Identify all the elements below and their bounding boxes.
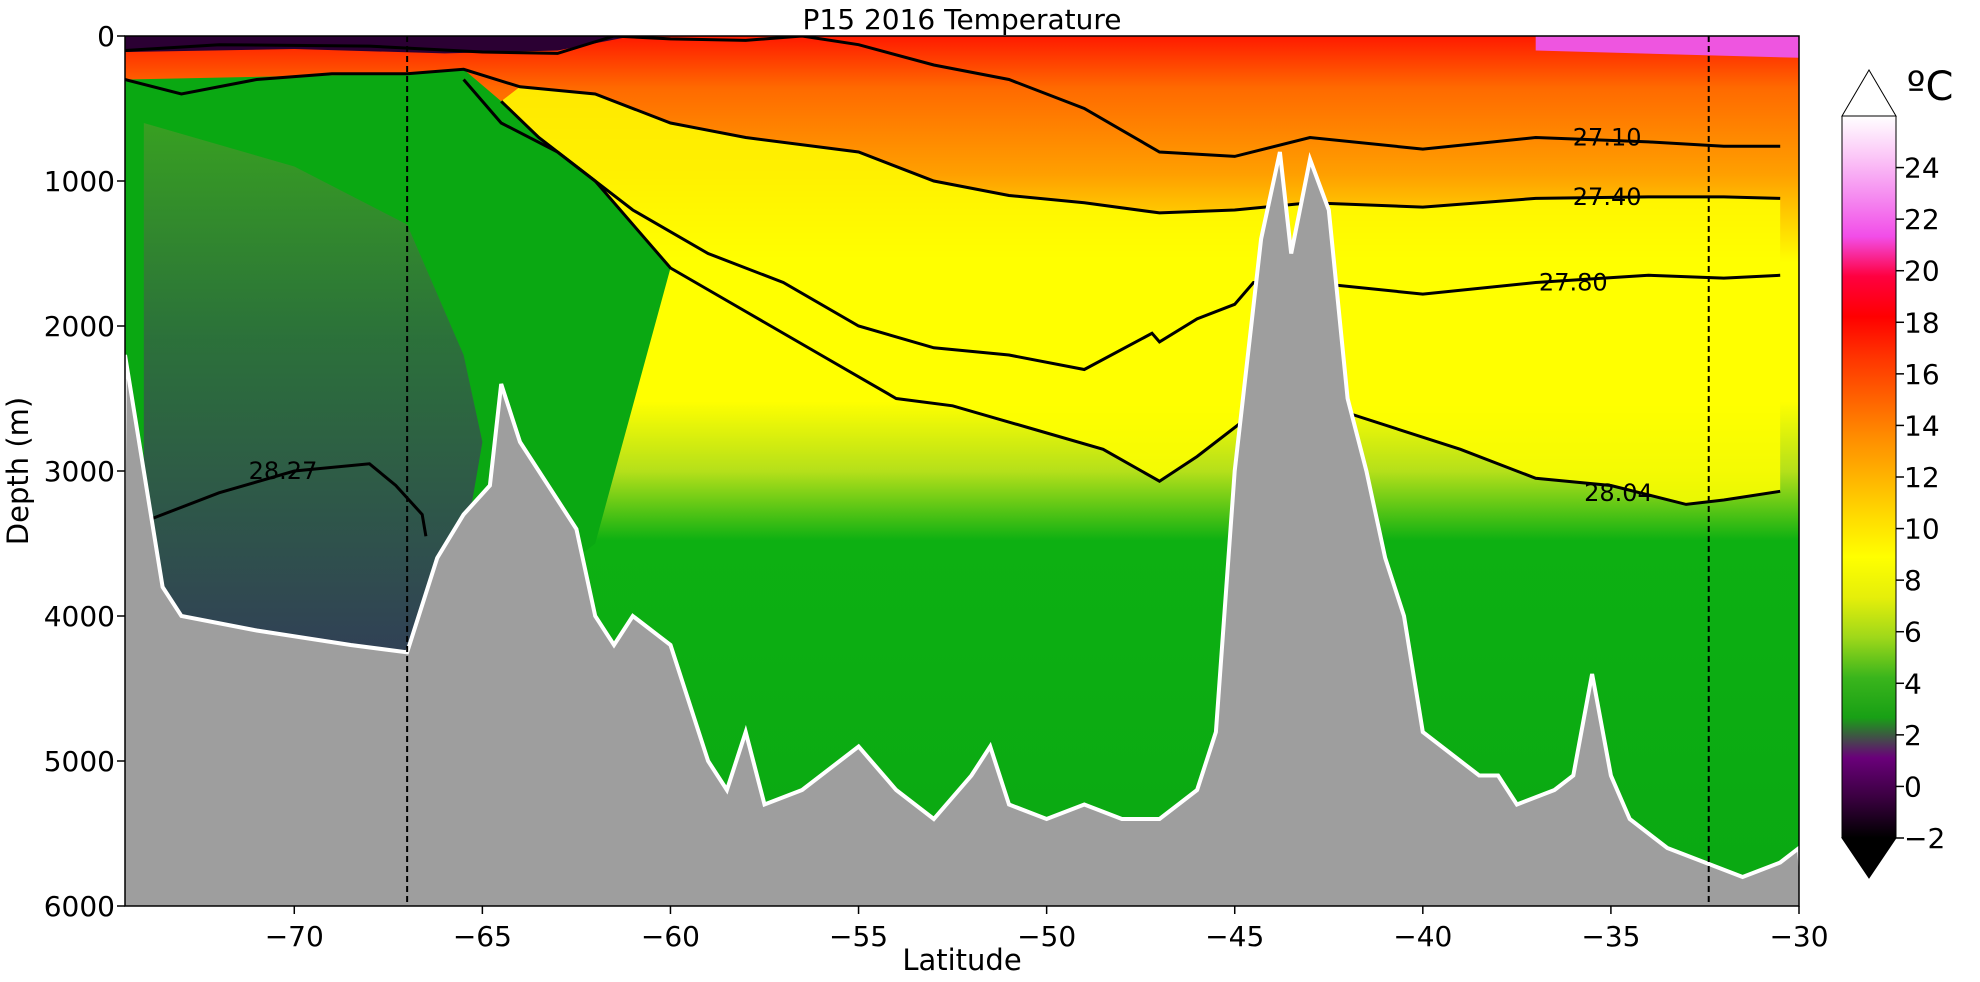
y-tick-label: 4000 — [44, 600, 115, 633]
x-tick-label: −40 — [1393, 920, 1452, 953]
x-tick-label: −35 — [1581, 920, 1640, 953]
colorbar-tick-label: −2 — [1904, 822, 1945, 855]
temperature-fill-warm — [501, 86, 1781, 505]
y-axis-title: Depth (m) — [1, 397, 35, 545]
colorbar-bottom-extension — [1841, 837, 1897, 879]
y-tick-label: 5000 — [44, 745, 115, 778]
contour-27.80 — [462, 78, 1781, 372]
colorbar-tick-label: 12 — [1904, 461, 1940, 494]
contour-lines — [125, 36, 1781, 537]
chart-title: P15 2016 Temperature — [803, 3, 1122, 36]
contour-label-27.40: 27.40 — [1573, 183, 1642, 211]
x-tick-label: −70 — [265, 920, 324, 953]
colorbar-tick-label: 18 — [1904, 306, 1940, 339]
colorbar-tick-label: 24 — [1904, 152, 1940, 185]
colorbar-tick-label: 16 — [1904, 358, 1940, 391]
contour-27.40 — [125, 67, 1781, 215]
x-tick-label: −55 — [829, 920, 888, 953]
colorbar-tick-label: 2 — [1904, 719, 1922, 752]
x-tick-label: −30 — [1769, 920, 1828, 953]
x-tick-label: −45 — [1205, 920, 1264, 953]
y-tick-label: 1000 — [44, 165, 115, 198]
contour-label-27.10: 27.10 — [1573, 124, 1642, 152]
colorbar-tick-label: 10 — [1904, 513, 1940, 546]
colorbar-tick-label: 22 — [1904, 203, 1940, 236]
temperature-fill-cold — [143, 123, 483, 660]
colorbar-tick-label: 6 — [1904, 616, 1922, 649]
colorbar-top-extension — [1841, 69, 1897, 117]
x-axis-title: Latitude — [902, 943, 1021, 977]
x-tick-label: −50 — [1017, 920, 1076, 953]
contour-28.27 — [150, 462, 428, 537]
colorbar-body — [1842, 116, 1896, 838]
x-tick-label: −60 — [641, 920, 700, 953]
temperature-fill-hot — [1535, 36, 1799, 58]
y-tick-label: 0 — [97, 20, 115, 53]
colorbar-tick-label: 0 — [1904, 770, 1922, 803]
colorbar-tick-label: 8 — [1904, 564, 1922, 597]
y-tick-label: 6000 — [44, 890, 115, 923]
contour-labels: 27.10 27.40 27.80 28.04 28.27 — [249, 124, 1653, 507]
contour-27.10 — [125, 36, 1781, 158]
colorbar-tick-label: 14 — [1904, 409, 1940, 442]
contour-label-28.27: 28.27 — [249, 457, 318, 485]
x-axis: −70 −65 −60 −55 −50 −45 −40 −35 −30 — [265, 906, 1829, 953]
y-tick-label: 2000 — [44, 310, 115, 343]
bathymetry — [125, 151, 1799, 906]
dashed-lines — [406, 36, 1710, 906]
contour-label-28.04: 28.04 — [1584, 479, 1653, 507]
plot-area — [125, 36, 1799, 906]
colorbar-tick-label: 4 — [1904, 667, 1922, 700]
contour-label-27.80: 27.80 — [1539, 269, 1608, 297]
x-tick-label: −65 — [453, 920, 512, 953]
y-tick-label: 3000 — [44, 455, 115, 488]
temperature-fill-surface — [125, 36, 633, 54]
colorbar-tick-label: 20 — [1904, 255, 1940, 288]
colorbar-unit: ºC — [1907, 64, 1954, 110]
contour-28.04 — [500, 100, 1781, 506]
y-axis: 0 1000 2000 3000 4000 5000 6000 — [44, 20, 125, 923]
